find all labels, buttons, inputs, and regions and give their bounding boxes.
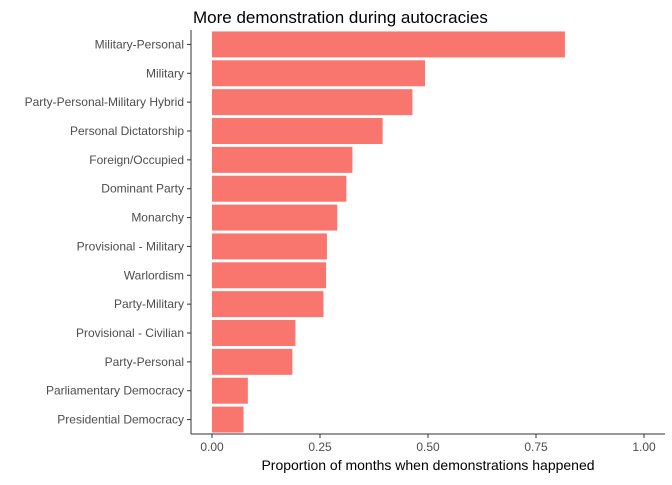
category-label: Personal Dictatorship xyxy=(70,124,184,138)
category-label: Party-Personal-Military Hybrid xyxy=(25,95,184,109)
bar-party-military xyxy=(212,291,324,318)
chart-title: More demonstration during autocracies xyxy=(193,8,488,27)
x-tick-label: 0.75 xyxy=(524,440,548,454)
category-label: Party-Military xyxy=(114,297,184,311)
bar-party-personal xyxy=(212,348,293,375)
bar-foreign-occupied xyxy=(212,146,353,173)
bar-military-personal xyxy=(212,31,565,58)
category-labels: Military-Personal Military Party-Personal-… xyxy=(25,37,185,426)
bar-monarchy xyxy=(212,204,338,231)
bars-layer xyxy=(212,31,565,433)
category-label: Monarchy xyxy=(131,211,184,225)
x-tick-label: 0.25 xyxy=(308,440,332,454)
bar-provisional-civilian xyxy=(212,320,296,346)
category-label: Warlordism xyxy=(124,268,184,282)
category-label: Parliamentary Democracy xyxy=(46,384,184,398)
category-label: Military xyxy=(146,66,184,80)
bar-military xyxy=(212,60,425,87)
bar-party-personal-military-hybrid xyxy=(212,89,413,116)
category-label: Provisional - Military xyxy=(77,239,184,253)
bar-dominant-party xyxy=(212,175,347,202)
category-label: Provisional - Civilian xyxy=(76,326,184,340)
x-axis-ticks: 0.00 0.25 0.50 0.75 1.00 xyxy=(200,434,656,454)
category-label: Military-Personal xyxy=(95,37,184,51)
x-tick-label: 0.50 xyxy=(416,440,440,454)
category-label: Party-Personal xyxy=(105,355,184,369)
x-axis-title: Proportion of months when demonstrations… xyxy=(261,457,594,473)
bar-provisional-military xyxy=(212,233,327,260)
category-label: Foreign/Occupied xyxy=(89,153,184,167)
x-tick-label: 0.00 xyxy=(200,440,224,454)
bar-personal-dictatorship xyxy=(212,118,383,144)
category-label: Dominant Party xyxy=(101,182,184,196)
category-label: Presidential Democracy xyxy=(57,413,184,427)
bar-parliamentary-democracy xyxy=(212,377,248,404)
bar-presidential-democracy xyxy=(212,406,244,433)
x-tick-label: 1.00 xyxy=(632,440,656,454)
bar-warlordism xyxy=(212,262,327,289)
